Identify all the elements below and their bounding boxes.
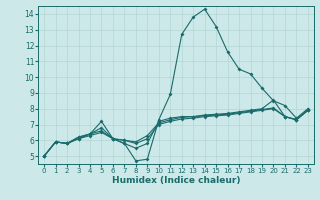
X-axis label: Humidex (Indice chaleur): Humidex (Indice chaleur) <box>112 176 240 185</box>
